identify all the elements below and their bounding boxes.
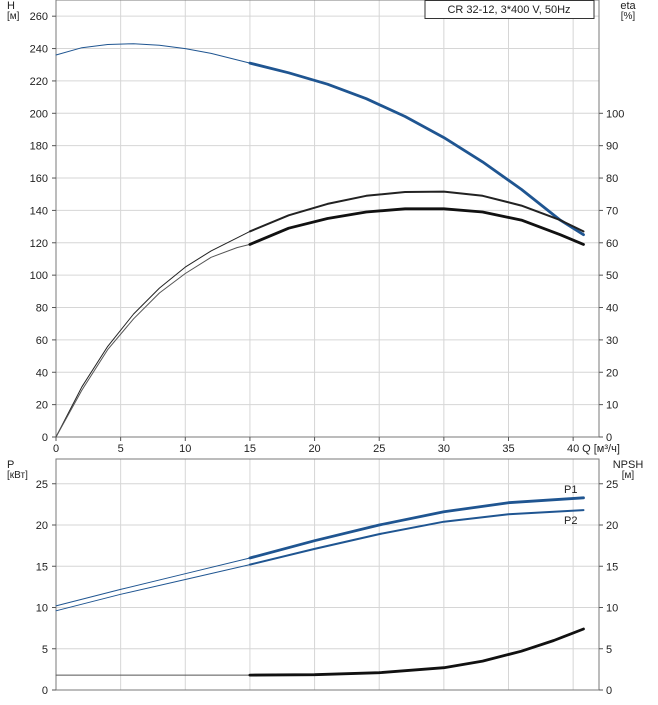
right-tick-label: 80: [606, 173, 618, 185]
right-tick-label: 5: [606, 644, 612, 656]
left-tick-label: 160: [30, 173, 48, 185]
left-tick-label: 260: [30, 11, 48, 23]
right-axis-label: NPSH [м]: [613, 459, 644, 481]
series-line: [248, 509, 585, 566]
plot-frame: [55, 458, 600, 691]
left-tick-label: 25: [36, 479, 48, 491]
x-tick-label: 25: [373, 443, 385, 455]
series-line: [248, 190, 585, 233]
series-label: P2: [564, 515, 577, 527]
right-tick-label: 10: [606, 400, 618, 412]
left-tick-label: 0: [42, 685, 48, 697]
series-line: [248, 207, 585, 246]
right-tick-label: 15: [606, 561, 618, 573]
left-tick-label: 100: [30, 270, 48, 282]
right-tick-label: 70: [606, 205, 618, 217]
x-tick-label: 35: [502, 443, 514, 455]
left-tick-label: 10: [36, 603, 48, 615]
x-tick-label: 20: [308, 443, 320, 455]
left-axis-label: P [кВт]: [7, 459, 28, 481]
left-tick-label: 240: [30, 44, 48, 56]
left-axis-label: H [м]: [7, 0, 20, 22]
left-tick-label: 200: [30, 108, 48, 120]
x-tick-label: 10: [179, 443, 191, 455]
x-tick-label: 40: [567, 443, 579, 455]
series-line: [248, 627, 585, 677]
left-tick-label: 15: [36, 561, 48, 573]
left-tick-label: 220: [30, 76, 48, 88]
left-tick-label: 80: [36, 303, 48, 315]
left-tick-label: 0: [42, 432, 48, 444]
right-tick-label: 25: [606, 479, 618, 491]
left-tick-label: 180: [30, 141, 48, 153]
right-tick-label: 50: [606, 270, 618, 282]
legend-box-label: CR 32-12, 3*400 V, 50Hz: [447, 4, 570, 16]
x-tick-label: 15: [244, 443, 256, 455]
series-line: [55, 557, 251, 607]
right-tick-label: 0: [606, 432, 612, 444]
series-line: [55, 230, 251, 438]
right-tick-label: 10: [606, 603, 618, 615]
series-line: [248, 61, 585, 237]
right-tick-label: 30: [606, 335, 618, 347]
right-axis-label: eta [%]: [620, 0, 636, 22]
left-tick-label: 20: [36, 520, 48, 532]
series-label: P1: [564, 484, 577, 496]
right-tick-label: 40: [606, 303, 618, 315]
right-tick-label: 0: [606, 685, 612, 697]
series-line: [55, 43, 251, 64]
x-axis-label: Q [м³/ч]: [582, 443, 620, 455]
left-tick-label: 140: [30, 205, 48, 217]
x-tick-label: 0: [53, 443, 59, 455]
right-tick-label: 100: [606, 108, 624, 120]
left-tick-label: 40: [36, 367, 48, 379]
right-tick-label: 20: [606, 367, 618, 379]
legend-box: [424, 0, 595, 19]
left-tick-label: 20: [36, 400, 48, 412]
right-tick-label: 90: [606, 141, 618, 153]
left-tick-label: 60: [36, 335, 48, 347]
x-tick-label: 5: [118, 443, 124, 455]
series-line: [55, 243, 251, 438]
x-tick-label: 30: [438, 443, 450, 455]
series-line: [248, 496, 585, 560]
left-tick-label: 120: [30, 238, 48, 250]
right-tick-label: 60: [606, 238, 618, 250]
left-tick-label: 5: [42, 644, 48, 656]
series-line: [55, 564, 251, 612]
right-tick-label: 20: [606, 520, 618, 532]
plot-frame: [55, 0, 600, 438]
